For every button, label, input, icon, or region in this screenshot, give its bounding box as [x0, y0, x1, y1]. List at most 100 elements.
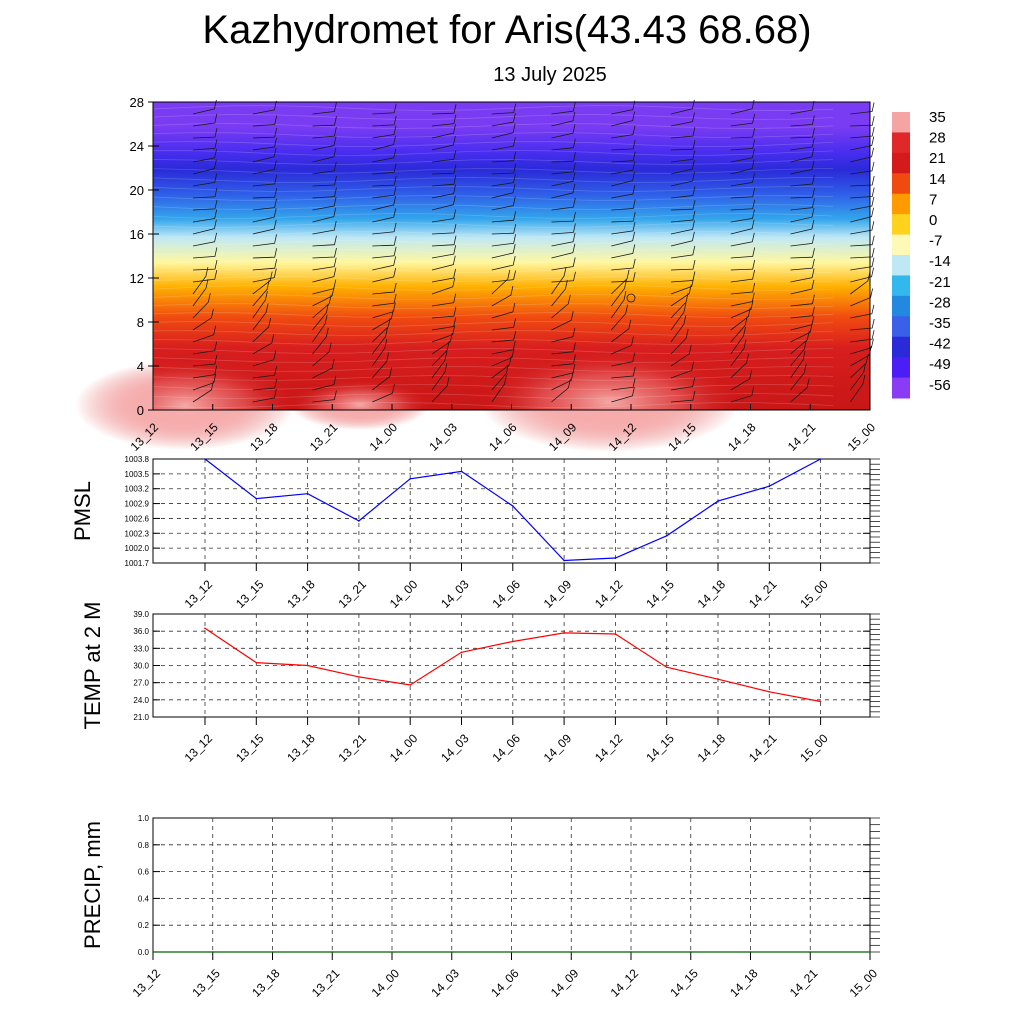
x-tick-label: 14_21	[787, 966, 821, 1000]
wind-barb	[730, 353, 749, 379]
wind-barb	[551, 354, 576, 367]
line-panel-1: 1003.8 1003.5 1003.2 1002.9 1002.6 1002.3 1002…	[70, 455, 880, 571]
wind-barb	[551, 266, 567, 295]
wind-barb	[850, 353, 869, 379]
wind-barb	[730, 159, 755, 175]
isotherm-line	[152, 348, 834, 354]
wind-barb	[611, 258, 636, 271]
data-point	[460, 651, 463, 654]
wind-barb	[192, 113, 218, 127]
colorbar-segment	[892, 336, 910, 358]
x-tick-label: 13_18	[284, 731, 318, 765]
isotherm-line	[152, 321, 834, 327]
wind-barb	[790, 100, 815, 115]
wind-barb	[790, 208, 815, 223]
x-tick-label: 14_21	[746, 731, 780, 765]
data-point	[717, 678, 719, 681]
colorbar-label: -49	[929, 356, 951, 373]
wind-barb	[431, 104, 457, 115]
wind-barb	[431, 376, 450, 403]
wind-barb	[312, 235, 337, 247]
colorbar-label: 28	[929, 130, 946, 147]
data-point	[768, 691, 771, 693]
x-tick-label: 14_18	[727, 966, 761, 1000]
wind-barb	[670, 315, 687, 343]
wind-barb	[551, 124, 576, 139]
isotherm-line	[152, 168, 834, 174]
data-point	[306, 492, 309, 495]
isotherm-line	[152, 204, 834, 210]
wind-barb	[312, 175, 337, 187]
wind-barb	[850, 126, 875, 139]
wind-barb	[730, 148, 755, 163]
colorbar-label: -21	[929, 274, 951, 291]
wind-barb	[790, 248, 815, 259]
wind-barb	[431, 317, 457, 331]
wind-barb	[192, 365, 218, 379]
wind-barb	[551, 371, 574, 391]
wind-barb	[312, 257, 337, 271]
x-tick-label: 15_00	[847, 966, 881, 1000]
x-tick-label: 13_12	[182, 577, 216, 611]
wind-barb	[730, 139, 756, 151]
wind-barb	[611, 111, 635, 127]
y-tick-label: 27.0	[133, 679, 149, 688]
data-point	[255, 661, 258, 664]
wind-barb	[312, 303, 329, 331]
data-point	[306, 664, 309, 667]
wind-barb	[730, 326, 746, 355]
wind-barb	[611, 184, 636, 199]
wind-barb	[850, 318, 875, 331]
wind-barbs	[192, 99, 875, 403]
colorbar-label: 35	[929, 109, 946, 126]
wind-barb	[850, 175, 875, 187]
wind-barb	[551, 172, 576, 187]
wind-barb	[611, 269, 630, 295]
wind-barb	[372, 384, 395, 403]
wind-barb	[790, 363, 807, 391]
y-tick-label: 33.0	[133, 644, 149, 653]
wind-barb	[611, 336, 634, 355]
colorbar-label: 21	[929, 150, 946, 167]
colorbar-label: -28	[929, 294, 951, 311]
wind-barb	[850, 235, 875, 247]
wind-barb	[850, 271, 871, 295]
y-tick-label: 0.2	[138, 921, 150, 930]
isotherm-line	[152, 384, 834, 390]
wind-barb	[491, 243, 516, 259]
wind-barb	[431, 195, 456, 211]
chart-title: Kazhydromet for Aris(43.43 68.68)	[202, 8, 812, 52]
wind-barb	[670, 140, 696, 151]
wind-barb	[312, 314, 328, 343]
heatmap-y-tick-label: 16	[130, 227, 144, 242]
wind-barb	[850, 304, 875, 319]
y-tick-label: 36.0	[133, 627, 149, 636]
isotherm-line	[152, 177, 834, 183]
wind-barb	[252, 219, 277, 235]
wind-barb	[431, 351, 448, 379]
wind-barb	[670, 172, 695, 187]
y-tick-label: 1001.7	[125, 559, 150, 568]
wind-barb	[850, 338, 874, 355]
wind-barb	[849, 374, 866, 403]
wind-barb	[372, 317, 391, 343]
wind-barb	[312, 342, 332, 367]
wind-barb	[551, 111, 576, 127]
wind-barb	[192, 355, 218, 367]
wind-barb	[790, 306, 815, 319]
wind-barb	[790, 147, 815, 163]
wind-barb	[372, 236, 397, 247]
y-tick-label: 1002.9	[125, 500, 150, 509]
wind-barb	[730, 282, 756, 295]
colorbar-segment	[892, 193, 910, 215]
data-point	[152, 951, 154, 953]
colorbar-label: -14	[929, 253, 951, 270]
wind-barb	[312, 187, 337, 199]
wind-barb	[790, 115, 815, 127]
wind-barb	[850, 257, 875, 271]
isotherm-line	[152, 285, 834, 291]
wind-barb	[431, 307, 457, 319]
wind-barb	[491, 151, 517, 163]
wind-barb	[790, 188, 815, 199]
data-point	[563, 559, 565, 562]
